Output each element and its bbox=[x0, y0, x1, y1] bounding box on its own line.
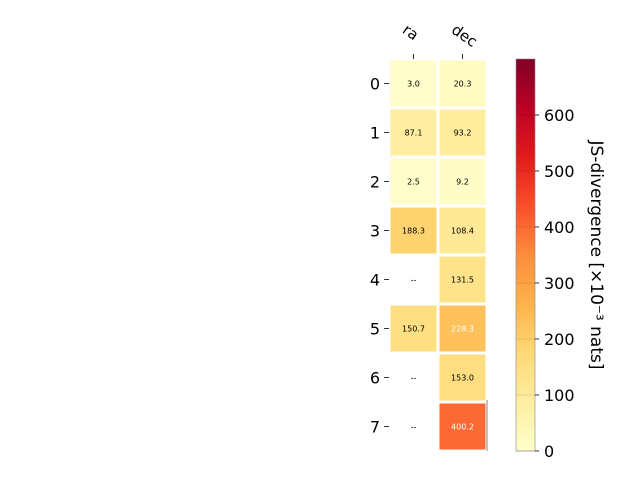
cell-label-0-ra: 3.0 bbox=[407, 80, 420, 89]
cell-label-2-dec: 9.2 bbox=[456, 178, 469, 187]
cell-label-7-ra: -- bbox=[411, 423, 417, 432]
cell-label-6-ra: -- bbox=[411, 374, 417, 383]
heatmap-cell-6-dec bbox=[439, 354, 486, 401]
colorbar-tick-label-600: 600 bbox=[544, 106, 575, 125]
row-tick-label-1: 1 bbox=[370, 124, 380, 143]
heatmap-cell-3-dec bbox=[439, 207, 486, 254]
cell-label-2-ra: 2.5 bbox=[407, 178, 420, 187]
colorbar-tick-label-100: 100 bbox=[544, 386, 575, 405]
heatmap-cell-1-dec bbox=[439, 109, 486, 156]
row-tick-label-5: 5 bbox=[370, 320, 380, 339]
heatmap-cell-4-dec bbox=[439, 256, 486, 303]
heatmap-cell-5-dec bbox=[439, 305, 486, 352]
colorbar-tick-label-500: 500 bbox=[544, 162, 575, 181]
row-tick-label-0: 0 bbox=[370, 75, 380, 94]
cell-label-5-ra: 150.7 bbox=[402, 325, 425, 334]
col-tick-label-dec: dec bbox=[448, 21, 480, 51]
heatmap-cell-2-dec bbox=[439, 158, 486, 205]
colorbar-label: JS-divergence [×10⁻³ nats] bbox=[586, 140, 606, 370]
colorbar: 0 100 200 300 400 500 600 JS-divergence [×10⁻³… bbox=[515, 58, 606, 461]
cell-label-4-ra: -- bbox=[411, 276, 417, 285]
heatmap-cell-5-ra bbox=[390, 305, 437, 352]
cell-label-3-ra: 188.3 bbox=[402, 227, 425, 236]
heatmap-cell-2-ra bbox=[390, 158, 437, 205]
cell-label-7-dec: 400.2 bbox=[451, 423, 474, 432]
cell-label-1-dec: 93.2 bbox=[454, 129, 472, 138]
cell-label-6-dec: 153.0 bbox=[451, 374, 474, 383]
column-ticks: ra dec bbox=[399, 21, 481, 59]
heatmap-cell-0-ra bbox=[390, 60, 437, 107]
colorbar-tick-label-400: 400 bbox=[544, 218, 575, 237]
cell-label-5-dec: 228.3 bbox=[451, 325, 474, 334]
row-ticks: 0 1 2 3 4 5 6 7 bbox=[370, 75, 389, 437]
cell-label-0-dec: 20.3 bbox=[454, 80, 472, 89]
heatmap-cell-7-dec bbox=[439, 403, 486, 450]
cell-label-4-dec: 131.5 bbox=[451, 276, 474, 285]
heatmap-cells: 3.0 20.3 87.1 93.2 2.5 9.2 188.3 108.4 -- 131.5 15… bbox=[390, 60, 488, 451]
colorbar-ticks: 0 100 200 300 400 500 600 bbox=[516, 106, 575, 461]
row-tick-label-2: 2 bbox=[370, 173, 380, 192]
row-tick-label-7: 7 bbox=[370, 418, 380, 437]
cell-label-1-ra: 87.1 bbox=[405, 129, 423, 138]
heatmap-cell-3-ra bbox=[390, 207, 437, 254]
colorbar-tick-label-300: 300 bbox=[544, 274, 575, 293]
colorbar-tick-label-200: 200 bbox=[544, 330, 575, 349]
col-tick-label-ra: ra bbox=[399, 21, 422, 45]
colorbar-tick-label-0: 0 bbox=[544, 442, 554, 461]
row-tick-label-6: 6 bbox=[370, 369, 380, 388]
row-tick-label-3: 3 bbox=[370, 222, 380, 241]
cell-label-3-dec: 108.4 bbox=[451, 227, 474, 236]
colorbar-gradient bbox=[515, 58, 536, 452]
heatmap-cell-0-dec bbox=[439, 60, 486, 107]
row-tick-label-4: 4 bbox=[370, 271, 380, 290]
heatmap-cell-1-ra bbox=[390, 109, 437, 156]
